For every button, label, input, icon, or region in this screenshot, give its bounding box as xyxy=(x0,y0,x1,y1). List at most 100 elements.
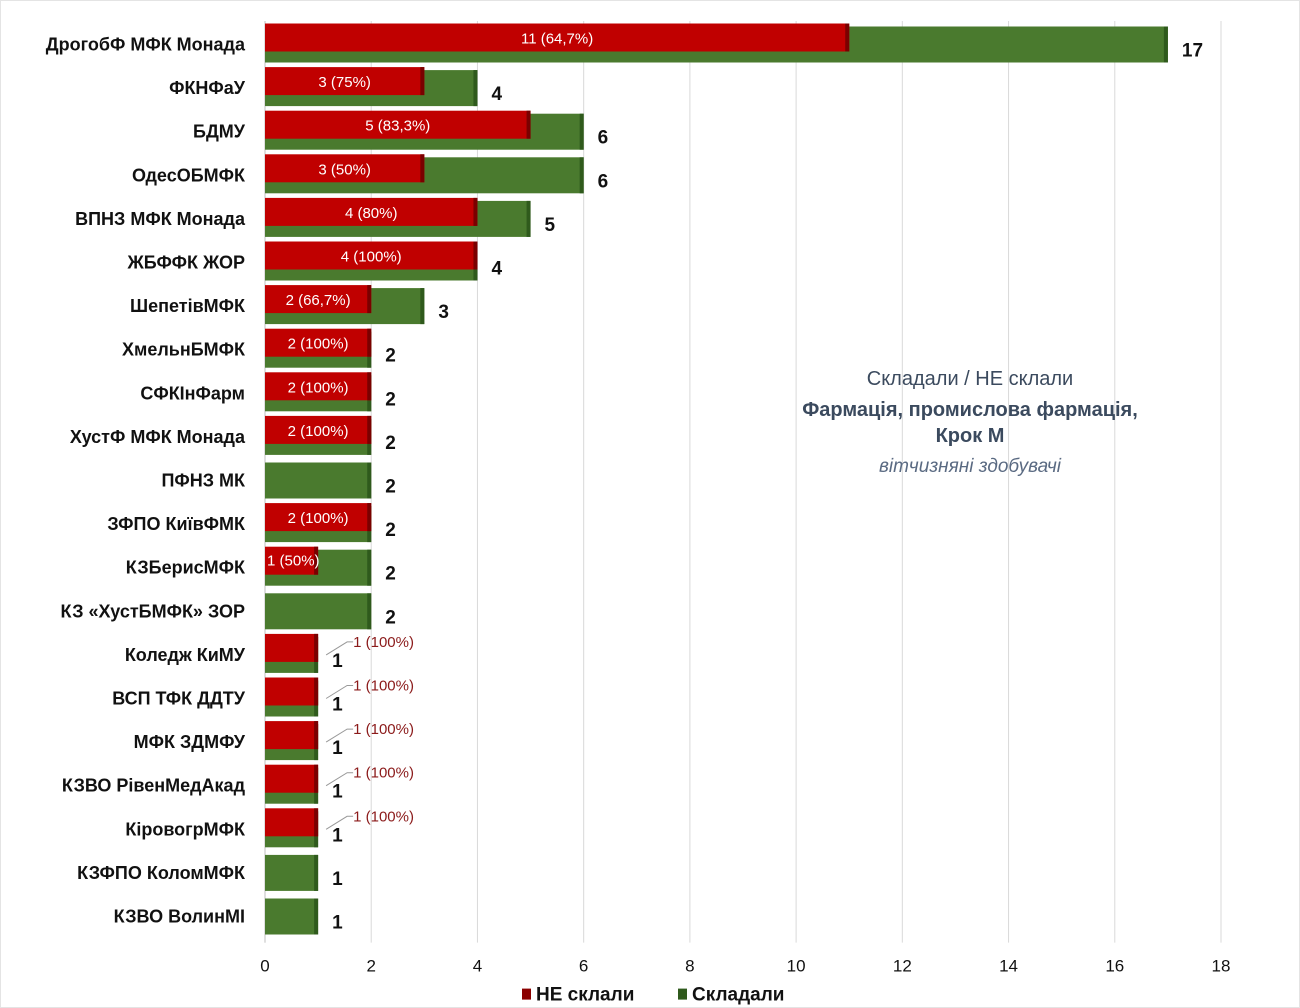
leader-line xyxy=(325,815,354,830)
x-tick-label: 6 xyxy=(579,957,588,976)
category-label: КЗВО РівенМедАкад xyxy=(62,776,246,796)
bar-fail xyxy=(265,328,372,357)
bar-pass xyxy=(265,462,372,499)
fail-data-label: 1 (100%) xyxy=(353,765,414,782)
legend-label-pass: Складали xyxy=(692,985,784,1006)
x-tick-label: 10 xyxy=(787,957,806,976)
bar-fail xyxy=(265,285,372,314)
category-label: БДМУ xyxy=(193,122,246,142)
bar-fail xyxy=(265,415,372,444)
pass-data-label: 2 xyxy=(385,433,396,454)
pass-data-label: 4 xyxy=(491,259,502,280)
bar-fail xyxy=(265,677,319,706)
bar-pass-edge xyxy=(579,113,584,150)
x-tick-label: 14 xyxy=(999,957,1018,976)
bar-pass xyxy=(265,593,372,630)
leader-line xyxy=(325,641,354,656)
leader-line xyxy=(325,685,354,699)
bar-fail xyxy=(265,197,478,226)
pass-data-label: 6 xyxy=(598,128,609,149)
bar-fail-edge xyxy=(367,285,372,314)
category-label: КЗФПО КоломМФК xyxy=(77,863,246,883)
bar-pass-edge xyxy=(367,593,372,630)
fail-data-label: 1 (100%) xyxy=(353,808,414,825)
bar-fail xyxy=(265,808,319,837)
bar-fail xyxy=(265,633,319,662)
bar-pass-edge xyxy=(367,462,372,499)
bar-fail-edge xyxy=(420,67,425,96)
pass-data-label: 2 xyxy=(385,477,396,498)
fail-data-label: 2 (100%) xyxy=(288,510,349,527)
bar-fail-edge xyxy=(314,633,319,662)
pass-data-label: 1 xyxy=(332,913,343,934)
fail-data-label: 2 (66,7%) xyxy=(286,292,351,309)
bar-fail-edge xyxy=(314,546,319,575)
pass-data-label: 3 xyxy=(438,302,449,323)
category-label: ХмельнБМФК xyxy=(122,340,246,360)
bar-fail-edge xyxy=(314,764,319,793)
fail-data-label: 4 (80%) xyxy=(345,205,398,222)
bar-pass-edge xyxy=(1163,26,1168,63)
fail-data-label: 4 (100%) xyxy=(341,249,402,266)
bar-fail-edge xyxy=(526,110,531,139)
leader-line xyxy=(325,728,354,743)
bar-fail xyxy=(265,110,531,139)
bar-fail-edge xyxy=(314,808,319,837)
annotation-line-1: Складали / НЕ склали xyxy=(866,368,1074,390)
category-label: СФКІнФарм xyxy=(140,383,245,403)
legend-swatch-pass xyxy=(678,988,687,1000)
fail-data-label: 1 (50%) xyxy=(267,553,320,570)
bar-pass-edge xyxy=(473,70,478,107)
pass-data-label: 2 xyxy=(385,389,396,410)
category-label: ХустФ МФК Монада xyxy=(70,427,246,447)
leader-line xyxy=(325,772,354,787)
pass-data-label: 2 xyxy=(385,520,396,541)
pass-data-label: 17 xyxy=(1182,41,1203,62)
fail-data-label: 1 (100%) xyxy=(353,634,414,651)
bar-pass xyxy=(265,854,319,891)
fail-data-label: 1 (100%) xyxy=(353,678,414,695)
bar-fail xyxy=(265,546,319,575)
fail-data-label: 3 (50%) xyxy=(318,161,371,178)
fail-data-label: 2 (100%) xyxy=(288,336,349,353)
bar-fail xyxy=(265,23,850,52)
x-tick-label: 12 xyxy=(893,957,912,976)
fail-data-label: 3 (75%) xyxy=(318,74,371,91)
pass-data-label: 1 xyxy=(332,651,343,672)
legend-label-fail: НЕ склали xyxy=(536,985,634,1006)
category-label: ПФНЗ МК xyxy=(161,471,246,491)
bar-fail-edge xyxy=(367,415,372,444)
category-label: ДрогобФ МФК Монада xyxy=(46,35,246,55)
category-label: КіровогрМФК xyxy=(125,819,246,839)
bar-pass xyxy=(265,898,319,935)
pass-data-label: 2 xyxy=(385,564,396,585)
x-tick-label: 18 xyxy=(1212,957,1231,976)
bar-fail-edge xyxy=(845,23,850,52)
category-label: КЗВО ВолинМІ xyxy=(114,907,245,927)
pass-data-label: 1 xyxy=(332,695,343,716)
bar-pass-edge xyxy=(420,288,425,325)
bar-fail-edge xyxy=(367,503,372,532)
bar-fail xyxy=(265,154,425,183)
bar-pass-edge xyxy=(314,854,319,891)
bar-pass-edge xyxy=(579,157,584,194)
category-label: ВСП ТФК ДДТУ xyxy=(112,689,246,709)
bar-fail xyxy=(265,764,319,793)
bar-fail-edge xyxy=(473,197,478,226)
x-tick-label: 4 xyxy=(473,957,482,976)
pass-data-label: 5 xyxy=(545,215,556,236)
bar-fail-edge xyxy=(473,241,478,270)
category-label: ЖБФФК ЖОР xyxy=(127,253,245,273)
category-label: Коледж КиМУ xyxy=(125,645,246,665)
category-label: ШепетівМФК xyxy=(130,296,246,316)
bar-pass-edge xyxy=(526,200,531,237)
category-label: ВПНЗ МФК Монада xyxy=(75,209,246,229)
fail-data-label: 2 (100%) xyxy=(288,379,349,396)
category-label: МФК ЗДМФУ xyxy=(134,732,246,752)
x-tick-label: 2 xyxy=(366,957,375,976)
bar-pass-edge xyxy=(367,549,372,586)
annotation-line-3: Крок М xyxy=(935,425,1005,447)
category-label: КЗ «ХустБМФК» ЗОР xyxy=(61,601,245,621)
bar-fail-edge xyxy=(420,154,425,183)
